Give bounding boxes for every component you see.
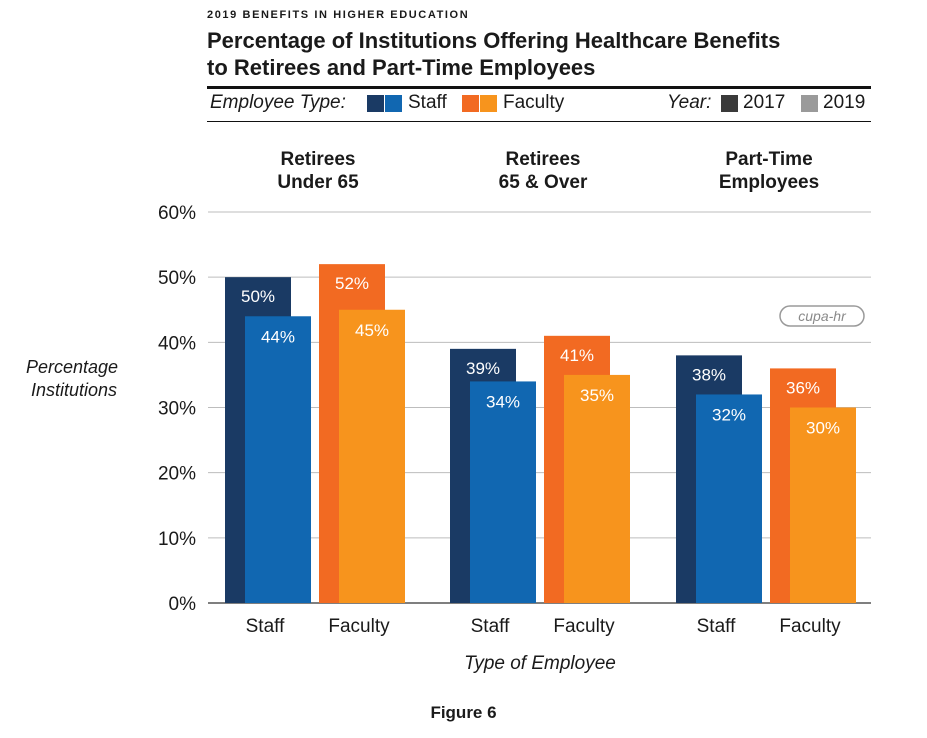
legend: Employee Type: Staff Faculty Year: 2017 … bbox=[207, 92, 871, 118]
legend-staff-label: Staff bbox=[408, 92, 447, 113]
y-tick-label-60: 60% bbox=[158, 203, 196, 224]
report-kicker: 2019 BENEFITS IN HIGHER EDUCATION bbox=[207, 9, 470, 21]
chart-title-line-2: to Retirees and Part-Time Employees bbox=[207, 55, 596, 80]
x-category-label-2-faculty: Faculty bbox=[779, 616, 841, 637]
data-label-0-staff-2017: 50% bbox=[241, 287, 275, 306]
x-category-label-2-staff: Staff bbox=[697, 616, 736, 637]
x-category-label-1-staff: Staff bbox=[471, 616, 510, 637]
data-label-1-staff-2019: 34% bbox=[486, 392, 520, 411]
data-label-1-staff-2017: 39% bbox=[466, 359, 500, 378]
data-label-1-faculty-2019: 35% bbox=[580, 386, 614, 405]
bar-2-staff-2019 bbox=[696, 394, 762, 603]
data-label-2-faculty-2019: 30% bbox=[806, 419, 840, 438]
y-tick-label-50: 50% bbox=[158, 268, 196, 289]
legend-2017-label: 2017 bbox=[743, 92, 786, 113]
data-label-0-faculty-2017: 52% bbox=[335, 274, 369, 293]
data-label-1-faculty-2017: 41% bbox=[560, 346, 594, 365]
x-axis-label: Type of Employee bbox=[464, 653, 616, 674]
cupa-hr-logo-outline bbox=[779, 305, 865, 327]
data-label-2-staff-2017: 38% bbox=[692, 365, 726, 384]
chart-title-line-1: Percentage of Institutions Offering Heal… bbox=[207, 28, 781, 53]
legend-year-label: Year: bbox=[667, 92, 712, 113]
group-title-0-line-1: Retirees bbox=[281, 149, 356, 170]
y-tick-label-40: 40% bbox=[158, 333, 196, 354]
bar-1-staff-2019 bbox=[470, 381, 536, 603]
bar-1-faculty-2019 bbox=[564, 374, 630, 603]
legend-2019-swatch bbox=[801, 95, 818, 112]
legend-faculty-2017-swatch bbox=[462, 95, 479, 112]
x-category-label-0-faculty: Faculty bbox=[328, 616, 390, 637]
legend-employee-type-label: Employee Type: bbox=[210, 92, 346, 113]
group-title-1-line-2: 65 & Over bbox=[499, 172, 588, 193]
legend-faculty-label: Faculty bbox=[503, 92, 565, 113]
bar-0-staff-2019 bbox=[245, 316, 311, 603]
y-tick-label-0: 0% bbox=[169, 594, 197, 615]
bar-0-faculty-2019 bbox=[339, 309, 405, 603]
y-axis-label-line-1: Percentage bbox=[26, 357, 118, 377]
data-label-0-faculty-2019: 45% bbox=[355, 321, 389, 340]
legend-staff-2019-swatch bbox=[385, 95, 402, 112]
data-label-2-faculty-2017: 36% bbox=[786, 378, 820, 397]
y-axis-label-line-2: Institutions bbox=[31, 380, 117, 400]
title-rule bbox=[207, 86, 871, 89]
y-tick-label-10: 10% bbox=[158, 529, 196, 550]
x-category-label-0-staff: Staff bbox=[246, 616, 285, 637]
legend-2019-label: 2019 bbox=[823, 92, 866, 113]
chart-title: Percentage of Institutions Offering Heal… bbox=[207, 27, 887, 81]
legend-staff-2017-swatch bbox=[367, 95, 384, 112]
cupa-hr-logo: cupa-hr bbox=[798, 308, 847, 324]
group-title-2-line-1: Part-Time bbox=[725, 149, 812, 170]
legend-faculty-2019-swatch bbox=[480, 95, 497, 112]
group-title-2-line-2: Employees bbox=[719, 172, 819, 193]
data-label-2-staff-2019: 32% bbox=[712, 405, 746, 424]
x-category-label-1-faculty: Faculty bbox=[553, 616, 615, 637]
y-tick-label-30: 30% bbox=[158, 399, 196, 420]
group-title-1-line-1: Retirees bbox=[506, 149, 581, 170]
legend-2017-swatch bbox=[721, 95, 738, 112]
legend-rule bbox=[207, 121, 871, 122]
bar-2-faculty-2019 bbox=[790, 407, 856, 603]
y-tick-label-20: 20% bbox=[158, 464, 196, 485]
group-title-0-line-2: Under 65 bbox=[277, 172, 359, 193]
figure-caption: Figure 6 bbox=[430, 703, 497, 722]
data-label-0-staff-2019: 44% bbox=[261, 327, 295, 346]
